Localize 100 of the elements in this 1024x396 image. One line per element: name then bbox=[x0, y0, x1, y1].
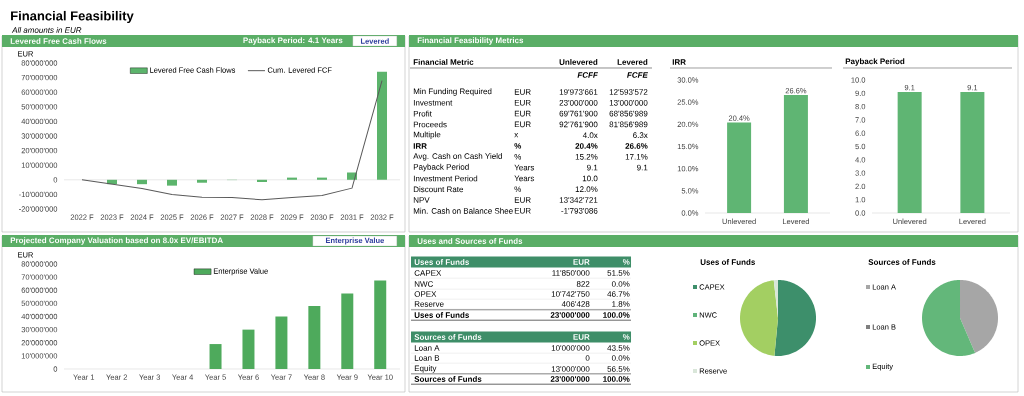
text: Unlevered bbox=[559, 59, 598, 65]
text: 81'856'989 bbox=[609, 121, 648, 128]
text: Investment bbox=[413, 100, 453, 106]
text: Levered bbox=[617, 59, 648, 65]
text: Uses of Funds bbox=[414, 259, 469, 265]
text: -1'793'086 bbox=[561, 207, 598, 214]
text: 13'000'000 bbox=[609, 99, 648, 106]
bar bbox=[317, 177, 327, 180]
text: Uses and Sources of Funds bbox=[417, 238, 523, 244]
text: 20.4% bbox=[575, 143, 598, 149]
bar bbox=[374, 280, 387, 369]
text: 100.0% bbox=[603, 312, 630, 318]
text: 9.1 bbox=[637, 164, 648, 171]
text: Years bbox=[514, 164, 535, 171]
bar bbox=[275, 316, 288, 369]
text: Min. Cash on Balance Shee bbox=[413, 207, 513, 214]
text: 23'000'000 bbox=[559, 99, 598, 106]
text: Proceeds bbox=[413, 121, 447, 128]
text: 12'593'572 bbox=[609, 89, 648, 95]
bar bbox=[257, 179, 267, 182]
text: 68'856'989 bbox=[609, 110, 648, 117]
bar bbox=[341, 293, 354, 369]
text: Investment Period bbox=[413, 175, 478, 182]
text: Avg. Cash on Cash Yield bbox=[413, 153, 502, 161]
text: % bbox=[514, 186, 522, 192]
text: Discount Rate bbox=[413, 186, 464, 193]
text: 9.1 bbox=[587, 164, 598, 171]
text: Profit bbox=[413, 110, 432, 117]
text: Financial Metric bbox=[413, 59, 474, 65]
text: 51.5% bbox=[607, 270, 630, 276]
text: FCFF bbox=[577, 72, 598, 78]
text: 11'850'000 bbox=[552, 270, 590, 276]
text: All amounts in EUR bbox=[11, 27, 82, 33]
text: Min Funding Required bbox=[413, 88, 492, 96]
text: 69'761'900 bbox=[559, 110, 598, 117]
text: % bbox=[622, 259, 630, 265]
text: 23'000'000 bbox=[550, 376, 590, 382]
chart-title: Payback Period bbox=[845, 58, 905, 66]
text: 10'000'000 bbox=[551, 345, 590, 351]
text: EUR bbox=[514, 89, 531, 95]
text: NWC bbox=[414, 281, 434, 287]
text: 92'761'900 bbox=[559, 121, 598, 128]
text: % bbox=[514, 154, 522, 160]
text: EUR bbox=[573, 259, 590, 265]
text: 1.8% bbox=[612, 301, 630, 307]
text: 46.7% bbox=[607, 291, 630, 297]
text: 10.0 bbox=[582, 175, 598, 182]
text: Financial Feasibility Metrics bbox=[417, 37, 524, 45]
chart-title: Uses of Funds bbox=[700, 259, 755, 265]
text: 13'342'721 bbox=[559, 197, 598, 203]
text: Payback Period: 4.1 Years bbox=[243, 37, 343, 45]
text: EUR bbox=[514, 100, 531, 106]
text: Payback Period bbox=[413, 163, 469, 172]
text: Equity bbox=[414, 365, 437, 373]
bar bbox=[287, 177, 298, 180]
text: 6.3x bbox=[633, 132, 648, 139]
text: 406'428 bbox=[561, 301, 590, 307]
text: EUR bbox=[514, 197, 531, 203]
text: Financial Feasibility bbox=[11, 10, 134, 24]
text: 26.6% bbox=[625, 143, 648, 149]
text: EUR bbox=[514, 121, 531, 128]
text: 43.5% bbox=[607, 345, 630, 351]
text: % bbox=[514, 143, 522, 149]
text: 822 bbox=[576, 281, 590, 287]
source-note: Sources of Funds bbox=[414, 376, 482, 382]
bar bbox=[197, 179, 208, 183]
bar bbox=[242, 329, 255, 369]
text: EUR bbox=[514, 110, 531, 117]
text: 56.5% bbox=[607, 366, 630, 372]
text: 17.1% bbox=[625, 154, 648, 160]
text: % bbox=[622, 334, 630, 340]
text: Years bbox=[514, 175, 535, 182]
text: 0.0% bbox=[611, 355, 630, 361]
text: FCFE bbox=[627, 72, 649, 78]
chart-title: Levered Free Cash Flows bbox=[10, 38, 107, 44]
text: Loan A bbox=[414, 345, 440, 351]
text: EUR bbox=[573, 334, 590, 340]
chart-title: Projected Company Valuation based on 8.0x EV/EBITDA bbox=[10, 237, 223, 245]
text: Loan B bbox=[414, 355, 440, 361]
bar bbox=[137, 179, 147, 185]
bar bbox=[308, 306, 321, 369]
chart-title: IRR bbox=[672, 59, 686, 65]
text: 100.0% bbox=[603, 376, 630, 382]
text: 19'973'661 bbox=[559, 89, 598, 95]
text: 15.2% bbox=[575, 153, 598, 160]
text: x bbox=[514, 133, 519, 138]
text: 0 bbox=[585, 355, 590, 361]
text: IRR bbox=[413, 143, 427, 149]
text: Multiple bbox=[413, 131, 441, 139]
text: Reserve bbox=[414, 301, 444, 307]
text: NPV bbox=[413, 197, 430, 203]
text: 4.0x bbox=[582, 132, 598, 139]
text: Uses of Funds bbox=[414, 312, 469, 318]
bar bbox=[377, 71, 388, 180]
chart-title: Sources of Funds bbox=[868, 259, 936, 265]
text: 13'000'000 bbox=[551, 366, 590, 372]
text: 12.0% bbox=[575, 186, 598, 193]
text: OPEX bbox=[414, 291, 437, 297]
text: CAPEX bbox=[414, 270, 442, 276]
bar bbox=[209, 344, 222, 369]
